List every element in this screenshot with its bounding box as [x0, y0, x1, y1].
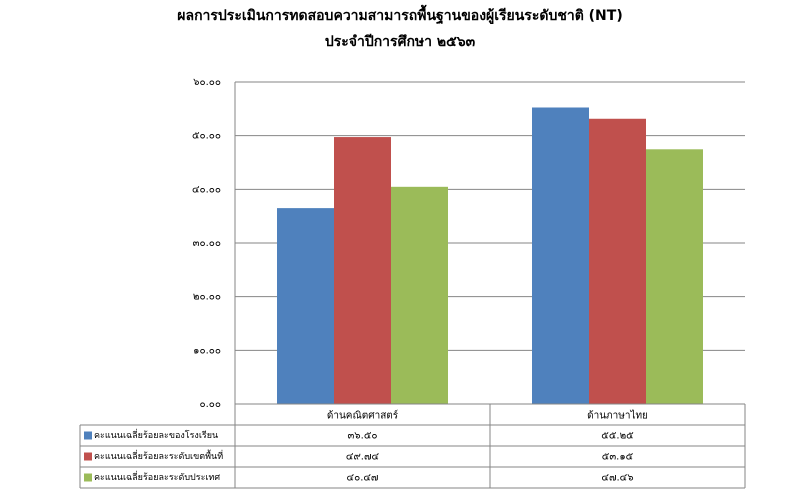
y-tick-label: ๔๐.๐๐ — [192, 184, 221, 195]
bar — [334, 137, 391, 404]
y-tick-label: ๒๐.๐๐ — [193, 292, 221, 303]
table-value: ๓๖.๕๐ — [347, 431, 377, 442]
legend-label: คะแนนเฉลี่ยร้อยละของโรงเรียน — [94, 428, 218, 441]
y-tick-label: ๕๐.๐๐ — [192, 131, 221, 142]
legend-label: คะแนนเฉลี่ยร้อยละระดับประเทศ — [94, 470, 220, 483]
bar — [391, 186, 448, 404]
legend-key — [84, 452, 92, 461]
bar — [277, 208, 334, 404]
bar — [646, 149, 703, 404]
y-tick-label: ๖๐.๐๐ — [193, 77, 221, 88]
bar — [589, 118, 646, 405]
table-value: ๔๙.๗๔ — [346, 452, 380, 463]
y-tick-label: ๓๐.๐๐ — [193, 238, 221, 249]
legend-label: คะแนนเฉลี่ยร้อยละระดับเขตพื้นที่ — [94, 449, 223, 462]
table-value: ๔๐.๔๗ — [347, 473, 379, 484]
legend-key — [84, 431, 92, 440]
x-tick-label: ด้านภาษาไทย — [587, 410, 648, 422]
chart-title: ผลการประเมินการทดสอบความสามารถพื้นฐานของ… — [177, 4, 622, 25]
y-tick-label: ๐.๐๐ — [200, 399, 222, 410]
table-value: ๕๓.๑๕ — [602, 452, 634, 463]
x-tick-label: ด้านคณิตศาสตร์ — [327, 410, 399, 422]
table-value: ๕๕.๒๕ — [601, 431, 634, 442]
y-tick-label: ๑๐.๐๐ — [193, 345, 221, 356]
table-value: ๔๗.๔๖ — [601, 473, 633, 484]
chart-subtitle: ประจำปีการศึกษา ๒๕๖๓ — [325, 33, 476, 50]
legend-key — [84, 473, 92, 482]
bar — [532, 107, 589, 404]
